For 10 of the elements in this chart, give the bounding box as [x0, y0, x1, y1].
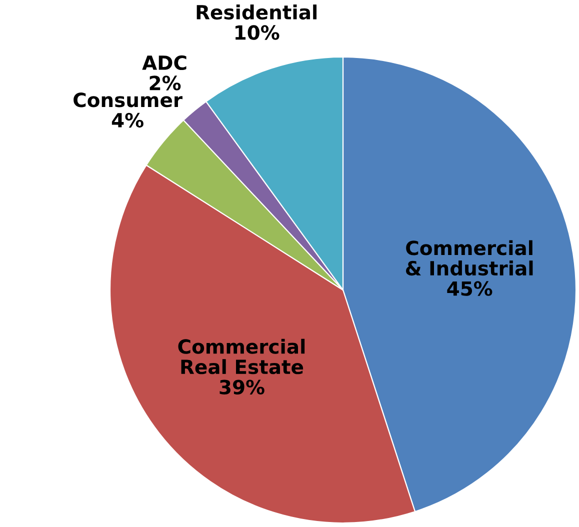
data-label: 45%: [447, 281, 492, 296]
data-label: 2%: [150, 76, 181, 90]
slice-label: ADC: [142, 55, 186, 70]
slice-label: Commercial Real Estate: [178, 338, 305, 374]
slice-label: Residential: [196, 4, 317, 20]
data-label: 10%: [236, 25, 280, 40]
data-label: 39%: [220, 380, 264, 394]
slice-label: Consumer: [74, 92, 182, 108]
data-label: 4%: [112, 112, 144, 128]
slice-label: Commercial & Industrial: [406, 240, 533, 276]
